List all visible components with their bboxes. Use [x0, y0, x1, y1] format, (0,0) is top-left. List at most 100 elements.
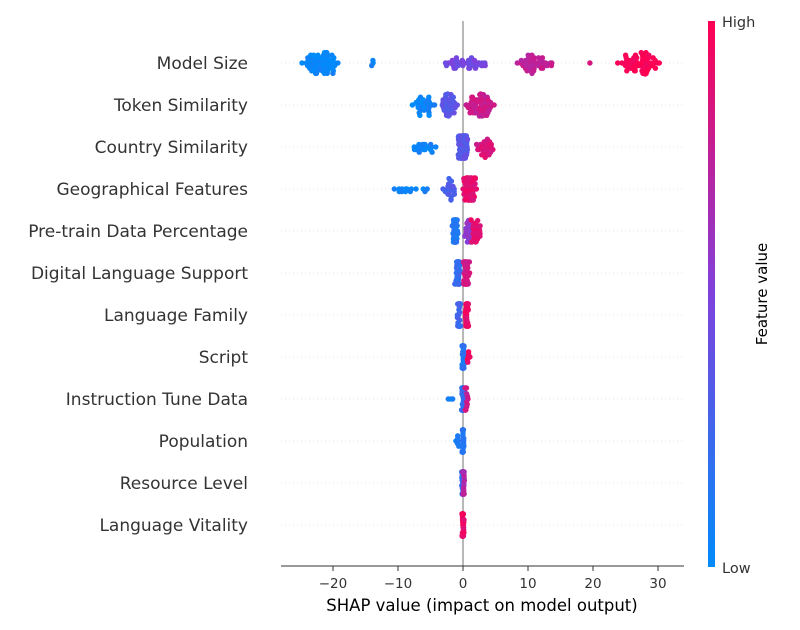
feature-label: Model Size: [157, 54, 248, 74]
shap-point: [461, 530, 467, 536]
shap-point: [452, 239, 459, 245]
shap-point: [539, 65, 546, 71]
shap-point: [464, 323, 471, 329]
shap-point: [446, 175, 452, 182]
shap-point: [391, 186, 397, 192]
shap-point: [477, 233, 483, 239]
feature-label: Resource Level: [120, 474, 248, 494]
shap-point: [460, 449, 466, 455]
feature-label: Country Similarity: [95, 138, 248, 158]
shap-point: [632, 52, 639, 58]
shap-point: [335, 60, 341, 66]
shap-point: [461, 517, 467, 523]
shap-point: [467, 354, 473, 360]
shap-point: [466, 270, 473, 276]
shap-point: [409, 102, 416, 108]
shap-point: [455, 62, 461, 69]
shap-point: [475, 217, 481, 224]
shap-point: [426, 94, 432, 100]
shap-point: [485, 110, 491, 116]
shap-point: [463, 385, 470, 391]
shap-point: [632, 68, 638, 74]
x-axis: −20 −10 0 10 20 30 SHAP value (impact on mode…: [281, 565, 684, 615]
shap-point: [451, 110, 457, 116]
shap-point: [465, 359, 471, 365]
shap-point: [448, 197, 454, 203]
shap-point: [587, 60, 593, 66]
x-tick-label: 20: [584, 576, 601, 592]
shap-point: [446, 112, 452, 119]
feature-label: Language Vitality: [99, 516, 248, 536]
shap-point: [433, 144, 439, 150]
shap-point: [457, 323, 463, 329]
shap-point: [407, 188, 413, 195]
shap-point: [473, 186, 480, 192]
shap-point: [450, 183, 456, 190]
feature-label: Population: [159, 432, 248, 452]
shap-point: [461, 469, 467, 475]
shap-point: [531, 68, 537, 74]
x-tick-label: 10: [519, 576, 536, 592]
shap-point: [460, 427, 466, 433]
shap-point: [482, 154, 488, 161]
shap-point: [455, 281, 462, 287]
shap-point: [477, 223, 483, 229]
feature-label: Token Similarity: [113, 96, 248, 116]
shap-point: [461, 443, 467, 449]
shap-point: [464, 391, 470, 397]
feature-label: Script: [199, 348, 249, 368]
shap-point: [466, 259, 473, 265]
shap-point: [650, 55, 656, 61]
shap-point: [452, 104, 458, 111]
shap-point: [449, 57, 455, 64]
shap-point: [428, 141, 434, 148]
shap-point: [473, 239, 479, 245]
shap-point: [465, 349, 472, 355]
shap-point: [370, 57, 376, 64]
shap-point: [455, 433, 461, 439]
shap-point: [624, 68, 630, 74]
shap-point: [461, 435, 467, 442]
shap-point: [482, 62, 488, 69]
shap-point: [426, 112, 432, 119]
shap-point: [450, 396, 456, 402]
shap-point: [416, 149, 422, 155]
points-layer: [299, 49, 662, 539]
shap-point: [460, 511, 466, 517]
colorbar-title: Feature value: [753, 243, 771, 345]
shap-point: [460, 365, 467, 371]
shap-point: [429, 149, 435, 155]
shap-point: [453, 55, 460, 61]
shap-point: [469, 94, 476, 100]
shap-point: [417, 112, 423, 119]
x-tick-label: −20: [319, 576, 348, 592]
feature-label: Geographical Features: [56, 180, 248, 200]
feature-label: Instruction Tune Data: [66, 390, 248, 410]
shap-point: [464, 281, 470, 287]
x-tick-label: 0: [459, 576, 468, 592]
shap-point: [471, 175, 477, 181]
feature-label: Digital Language Support: [31, 264, 248, 284]
colorbar-gradient: [708, 21, 715, 567]
shap-point: [453, 217, 459, 223]
shap-point: [317, 55, 323, 61]
shap-point: [299, 60, 305, 66]
shap-point: [451, 191, 458, 197]
shap-point: [622, 52, 629, 58]
shap-point: [463, 152, 470, 158]
shap-point: [485, 97, 491, 103]
shap-point: [330, 70, 336, 77]
shap-point: [470, 197, 476, 203]
shap-point: [467, 65, 473, 71]
shap-point: [473, 110, 479, 116]
shap-point: [461, 491, 467, 497]
shap-point: [324, 49, 330, 56]
shap-point: [531, 55, 537, 61]
shap-point: [369, 62, 375, 69]
shap-point: [615, 60, 621, 66]
colorbar-high-label: High: [722, 15, 755, 31]
feature-label: Pre-train Data Percentage: [28, 222, 248, 242]
shap-point: [325, 65, 332, 71]
shap-point: [638, 49, 644, 56]
